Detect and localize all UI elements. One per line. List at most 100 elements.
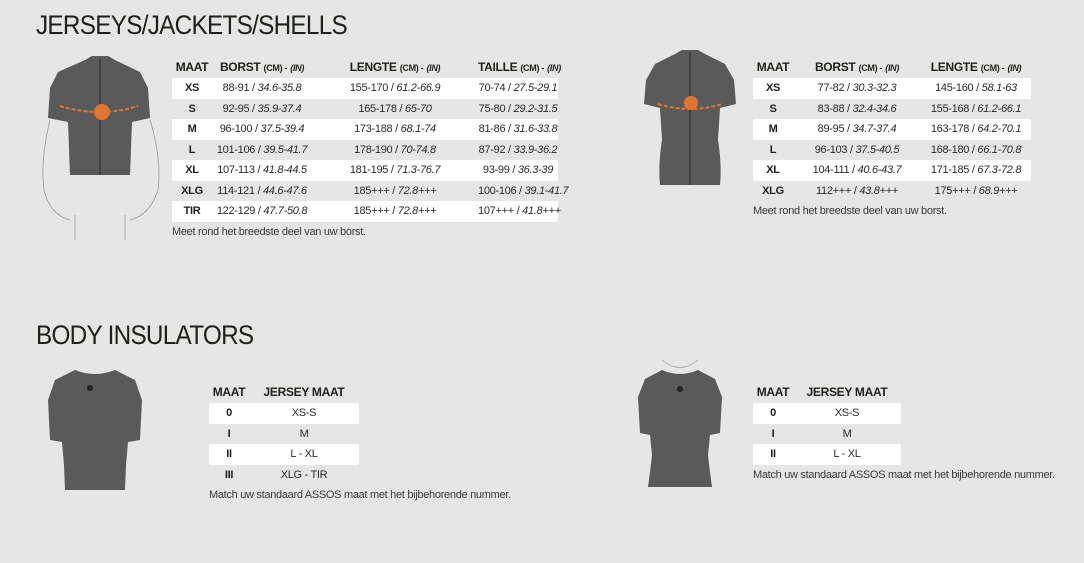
header-label: LENGTE [930,60,978,74]
value-cm: 101-106 [216,143,256,156]
header-label: JERSEY MAAT [806,385,888,399]
value-cell: 185+++ / 72.8+++ [353,184,437,197]
value-in: 68.9+++ [978,184,1018,197]
womens-jersey-figure [644,50,736,185]
table-row: III XLG - TIR [209,465,359,486]
value-cm: 104-111 [812,164,850,177]
value-cell: 104-111 / 40.6-43.7 [812,164,902,177]
unit-in: (IN) [290,63,305,73]
value-cell: 107+++ / 41.8+++ [478,205,561,218]
header-cell: LENGTE (CM) - (IN) [312,60,478,74]
size-cell: XS [184,82,200,95]
size-cell: XLG [762,184,784,197]
value-cm: 107-113 [217,164,255,177]
value-cm: 171-185 [930,164,970,177]
value-cell: 155-168 / 61.2-66.1 [930,102,1022,115]
value-in: 43.8+++ [859,184,898,197]
size-table-insulators-women: MAAT JERSEY MAAT 0 XS-S I M II L - XL Match uw s… [753,381,1055,481]
value-cell: 83-88 / 32.4-34.6 [817,102,897,115]
header-label: LENGTE [349,60,397,74]
size-cell: II [770,448,776,461]
value-in: 37.5-39.4 [260,123,305,136]
table-note: Meet rond het breedste deel van uw borst… [753,205,947,217]
mens-jersey-figure [42,56,160,240]
value-cell: 168-180 / 66.1-70.8 [930,143,1022,156]
value-cell: 173-188 / 68.1-74 [354,123,437,136]
value-in: 61.2-66.9 [396,82,441,95]
header-label: JERSEY MAAT [263,385,345,399]
value-in: 35.9-37.4 [257,102,302,115]
value-cm: 75-80 [478,102,506,115]
header-cell: BORST (CM) - (IN) [212,60,312,74]
table-row: 0 XS-S [209,403,359,424]
value-cell: 96-100 / 37.5-39.4 [219,123,305,136]
value-cell: 92-95 / 35.9-37.4 [222,102,302,115]
value-in: 31.6-33.8 [513,123,558,136]
size-cell: L [769,143,777,156]
value-cell: XLG - TIR [280,468,328,481]
value-cell: L - XL [290,448,318,461]
value-in: 41.8-44.5 [262,164,307,177]
header-label: MAAT [212,385,246,399]
value-cell: 107-113 / 41.8-44.5 [217,164,307,177]
table-row: XL 104-111 / 40.6-43.7 171-185 / 67.3-72.8 [753,160,1031,181]
header-label: BORST [219,60,261,74]
size-cell: III [224,468,234,481]
value-in: 58.1-63 [981,82,1018,95]
size-cell: M [187,123,197,136]
value-in: 39.5-41.7 [263,143,308,156]
value-cell: 81-86 / 31.6-33.8 [478,123,558,136]
value-cell: 165-178 / 65-70 [358,102,432,115]
table-row: M 89-95 / 34.7-37.4 163-178 / 64.2-70.1 [753,119,1031,140]
value-cell: 185+++ / 72.8+++ [353,205,437,218]
value-in: 27.5-29.1 [513,82,558,95]
header-label: MAAT [756,385,790,399]
value-cm: 92-95 [222,102,250,115]
chest-measure-marker-icon [94,104,110,120]
womens-body-insulator-figure [638,359,722,487]
size-cell: 0 [770,407,776,420]
unit-cm: (CM) - [980,63,1005,73]
table-row: XLG 114-121 / 44.6-47.6 185+++ / 72.8+++ 10… [172,181,569,202]
size-table-jerseys-men: MAAT BORST (CM) - (IN) LENGTE (CM) - (IN) T… [172,56,569,238]
unit-in: (IN) [426,63,441,73]
table-row: XS 77-82 / 30.3-32.3 145-160 / 58.1-63 [753,78,1031,99]
value-in: 68.1-74 [400,123,437,136]
value-in: 47.7-50.8 [263,205,308,218]
size-cell: L [188,143,196,156]
value-cell: 88-91 / 34.6-35.8 [222,82,302,95]
value-in: 44.6-47.6 [262,184,307,197]
header-cell: MAAT [172,60,212,74]
value-cm: 168-180 [930,143,970,156]
value-cm: 87-92 [478,143,506,156]
header-cell: JERSEY MAAT [249,385,359,399]
value-cm: 185+++ [353,205,390,218]
value-cell: 175+++ / 68.9+++ [934,184,1018,197]
size-cell: I [227,427,231,440]
table-header: MAAT JERSEY MAAT [753,381,901,403]
value-in: 66.1-70.8 [977,143,1022,156]
value-cm: 122-129 [216,205,256,218]
header-cell: BORST (CM) - (IN) [793,60,921,74]
value-cell: 70-74 / 27.5-29.1 [478,82,558,95]
table-row: XLG 112+++ / 43.8+++ 175+++ / 68.9+++ [753,181,1031,202]
value-cell: 155-170 / 61.2-66.9 [349,82,441,95]
value-cm: 96-103 [814,143,848,156]
section-title-body-insulators: BODY INSULATORS [36,320,254,350]
value-cell: XS-S [291,407,317,420]
value-cell: 75-80 / 29.2-31.5 [478,102,558,115]
value-cm: 77-82 [817,82,845,95]
value-in: 30.3-32.3 [852,82,897,95]
header-label: TAILLE [478,60,518,74]
table-row: S 83-88 / 32.4-34.6 155-168 / 61.2-66.1 [753,99,1031,120]
size-table-insulators-men: MAAT JERSEY MAAT 0 XS-S I M II L - XL III XLG - T… [209,381,511,501]
value-in: 70-74.8 [400,143,437,156]
value-cell: L - XL [833,448,861,461]
value-cell: 96-103 / 37.5-40.5 [814,143,900,156]
table-row: M 96-100 / 37.5-39.4 173-188 / 68.1-74 81-8… [172,119,558,140]
unit-cm: (CM) - [399,63,424,73]
value-cm: 107+++ [478,205,514,218]
value-cm: 114-121 [217,184,255,197]
